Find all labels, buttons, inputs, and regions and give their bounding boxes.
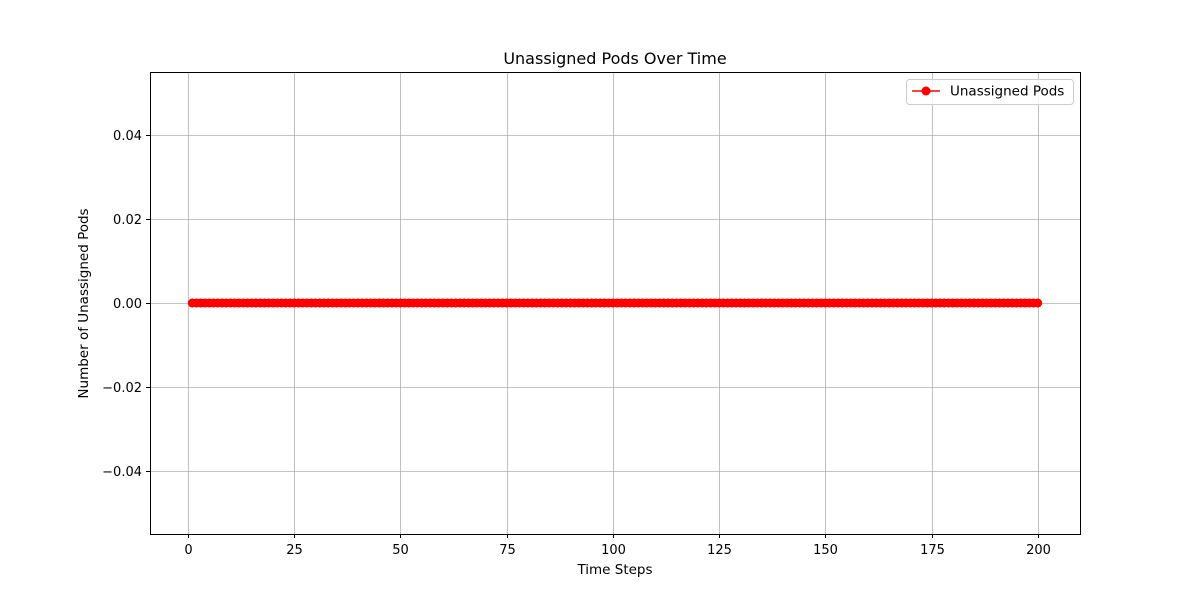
y-tick-label: −0.02 <box>102 381 142 396</box>
y-tick-label: −0.04 <box>102 465 142 480</box>
y-axis-ticks: 0.04 0.02 0.00 −0.02 −0.04 <box>102 129 150 480</box>
x-tick-label: 25 <box>286 543 303 558</box>
legend: Unassigned Pods <box>906 79 1074 105</box>
x-tick-label: 0 <box>184 543 192 558</box>
plot-frame <box>150 72 1081 535</box>
x-tick-label: 200 <box>1026 543 1051 558</box>
legend-label-unassigned-pods: Unassigned Pods <box>950 84 1064 100</box>
legend-box <box>906 79 1074 105</box>
x-axis-label: Time Steps <box>576 562 652 578</box>
x-tick-label: 75 <box>499 543 516 558</box>
x-tick-label: 100 <box>601 543 626 558</box>
x-axis-ticks: 0 25 50 75 100 125 150 175 200 <box>184 534 1051 558</box>
legend-marker-swatch <box>921 86 931 96</box>
x-tick-label: 175 <box>920 543 945 558</box>
x-tick-label: 50 <box>392 543 409 558</box>
y-tick-label: 0.02 <box>113 213 142 228</box>
series-unassigned-pods <box>187 298 1043 308</box>
x-tick-label: 150 <box>813 543 838 558</box>
y-tick-label: 0.00 <box>113 297 142 312</box>
data-point <box>1033 298 1043 308</box>
y-axis-label: Number of Unassigned Pods <box>76 208 92 398</box>
chart-title: Unassigned Pods Over Time <box>503 49 726 68</box>
x-tick-label: 125 <box>707 543 732 558</box>
y-tick-label: 0.04 <box>113 129 142 144</box>
